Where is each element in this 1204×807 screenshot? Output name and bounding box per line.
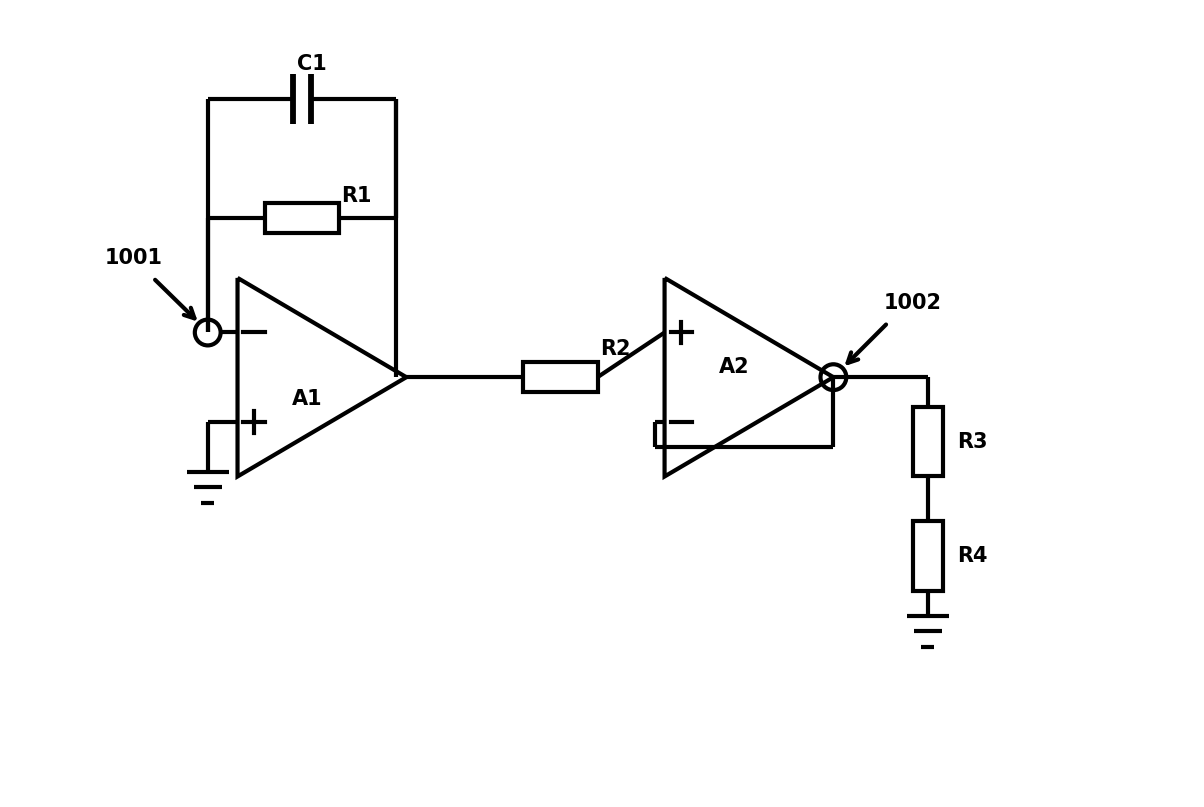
Text: R2: R2 bbox=[600, 340, 630, 359]
Text: A2: A2 bbox=[719, 358, 749, 377]
Bar bbox=[913, 521, 943, 591]
Bar bbox=[265, 203, 340, 233]
Bar bbox=[523, 362, 597, 392]
Text: 1002: 1002 bbox=[884, 293, 942, 312]
Text: 1001: 1001 bbox=[105, 248, 163, 268]
Text: R3: R3 bbox=[957, 432, 987, 452]
Text: C1: C1 bbox=[297, 54, 326, 74]
Bar bbox=[913, 407, 943, 476]
Text: R4: R4 bbox=[957, 546, 987, 566]
Text: A1: A1 bbox=[291, 389, 323, 409]
Text: R1: R1 bbox=[342, 186, 372, 207]
